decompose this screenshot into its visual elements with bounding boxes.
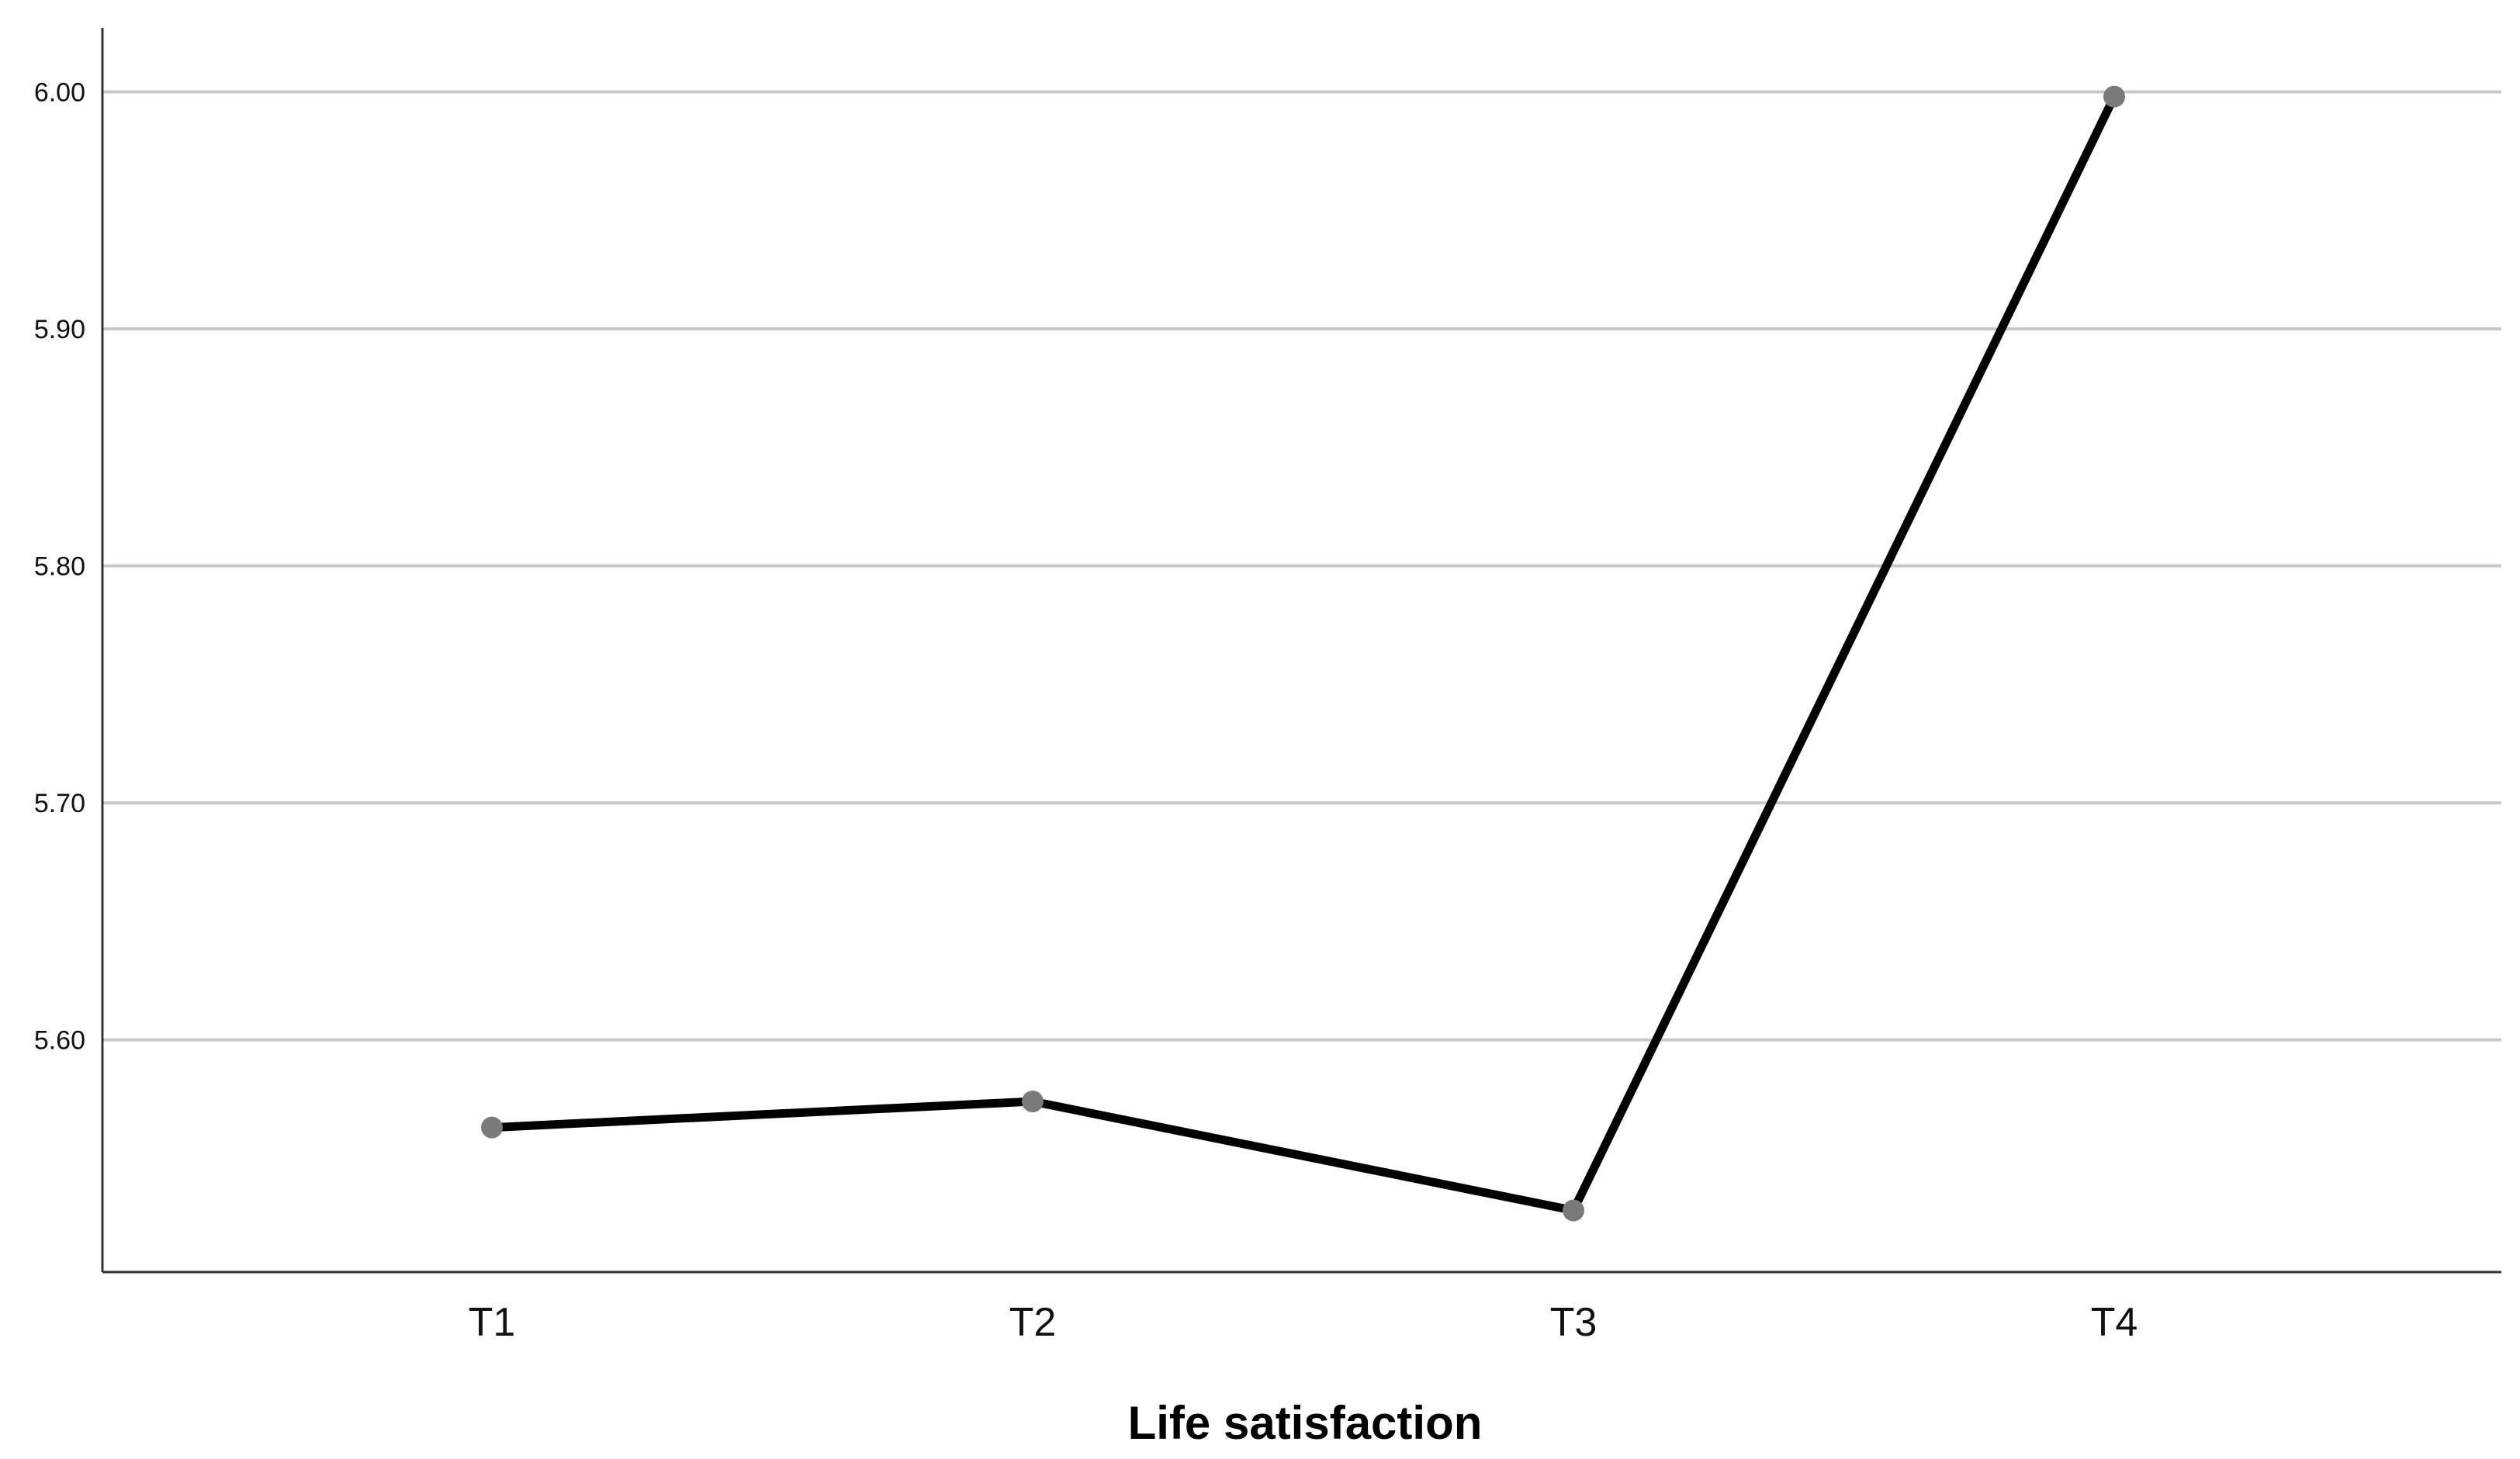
x-tick-label: T3: [1550, 1300, 1598, 1345]
grid-lines: [102, 90, 2501, 1042]
data-point-t2: [1022, 1091, 1044, 1113]
data-point-t3: [1563, 1199, 1584, 1222]
x-tick-labels: T1 T2 T3 T4: [469, 1300, 2138, 1345]
x-tick-label: T4: [2091, 1300, 2138, 1345]
series-line: [491, 95, 2118, 1215]
y-tick-label: 5.90: [34, 315, 85, 344]
x-tick-label: T2: [1009, 1300, 1057, 1345]
x-axis-title: Life satisfaction: [1128, 1397, 1483, 1449]
data-point-t4: [2103, 85, 2125, 108]
x-tick-label: T1: [469, 1300, 516, 1345]
y-tick-labels: 5.60 5.70 5.80 5.90 6.00: [34, 78, 85, 1055]
data-point-t1: [481, 1116, 503, 1139]
axes: [101, 28, 2501, 1274]
y-tick-label: 5.80: [34, 552, 85, 582]
y-tick-label: 5.70: [34, 789, 85, 818]
data-points: [481, 85, 2125, 1222]
y-tick-label: 6.00: [34, 78, 85, 107]
y-tick-label: 5.60: [34, 1026, 85, 1056]
series-line-layer: [491, 95, 2118, 1215]
